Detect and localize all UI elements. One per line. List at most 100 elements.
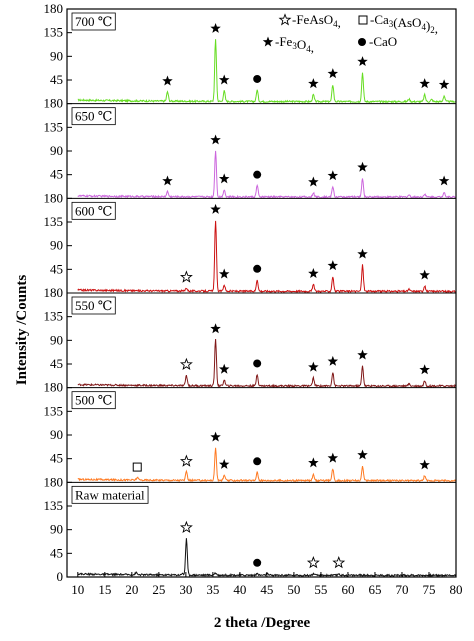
y-tick-label: 180 (44, 474, 64, 489)
series-label: 500 ℃ (75, 393, 112, 408)
phase-marker (419, 78, 430, 89)
y-tick-label: 45 (50, 261, 63, 276)
x-tick-label: 65 (368, 582, 381, 597)
y-tick-label: 135 (44, 403, 64, 418)
phase-marker (253, 457, 262, 466)
x-tick-label: 40 (233, 582, 246, 597)
phase-marker (218, 363, 230, 374)
phase-marker (438, 79, 450, 90)
series-label: 650 ℃ (75, 109, 112, 124)
series-label: 550 ℃ (75, 298, 112, 313)
phase-marker (308, 268, 319, 278)
phase-marker (179, 454, 193, 467)
y-tick-label: 90 (50, 332, 63, 347)
x-tick-label: 25 (152, 582, 165, 597)
phase-marker (179, 270, 193, 283)
y-tick-label: 90 (50, 143, 63, 158)
x-tick-label: 30 (179, 582, 192, 597)
x-tick-label: 80 (450, 582, 463, 597)
series-label-box (71, 201, 116, 220)
y-tick-label: 135 (44, 119, 64, 134)
legend-symbol (358, 15, 368, 25)
phase-marker (253, 359, 262, 368)
series-label: 700 ℃ (75, 14, 112, 29)
x-tick-label: 10 (71, 582, 84, 597)
y-tick-label: 90 (50, 427, 63, 442)
y-tick-label: 45 (50, 545, 63, 560)
series-label-box (71, 107, 116, 126)
y-tick-label: 90 (50, 48, 63, 63)
phase-marker (306, 556, 320, 569)
phase-marker (327, 355, 339, 366)
panel-0: 700 ℃ (71, 12, 456, 104)
y-tick-label: 45 (50, 167, 63, 182)
phase-marker (210, 134, 221, 145)
y-tick-label: 45 (50, 72, 63, 87)
phase-marker (218, 173, 230, 184)
phase-marker (308, 457, 319, 468)
y-tick-label: 90 (50, 522, 63, 537)
phase-marker (253, 264, 262, 273)
legend-symbol (358, 38, 366, 46)
legend-symbol (278, 13, 292, 26)
phase-marker (308, 361, 319, 372)
series-line (77, 39, 456, 104)
y-tick-label: 135 (44, 25, 64, 40)
plot-frame (66, 8, 457, 578)
phase-marker (218, 74, 230, 85)
phase-marker (357, 449, 368, 460)
phase-marker (357, 349, 368, 360)
phase-marker (419, 269, 430, 280)
phase-marker (132, 462, 142, 472)
y-tick-label: 135 (44, 498, 64, 513)
series-label: 600 ℃ (75, 203, 112, 218)
x-tick-label: 45 (260, 582, 273, 597)
x-tick-label: 35 (206, 582, 219, 597)
phase-marker (210, 203, 221, 214)
series-line (77, 220, 456, 294)
phase-marker (179, 520, 193, 534)
y-tick-label: 45 (50, 356, 63, 371)
x-tick-label: 15 (98, 582, 111, 597)
y-axis-label: Intensity /Counts (14, 275, 30, 386)
series-line (77, 338, 456, 389)
series-label-box (71, 391, 116, 410)
phase-marker (419, 459, 430, 470)
phase-marker (218, 458, 230, 469)
legend-label: -Ca3(AsO4)2, (370, 12, 438, 36)
phase-marker (162, 175, 173, 186)
phase-marker (357, 161, 368, 172)
phase-marker (357, 56, 368, 67)
series-label: Raw material (75, 487, 145, 502)
series-label-box (71, 12, 116, 31)
y-tick-label: 180 (44, 285, 64, 300)
y-tick-label: 180 (44, 96, 64, 111)
x-tick-label: 60 (341, 582, 354, 597)
phase-marker (332, 556, 346, 569)
phase-marker (253, 170, 262, 179)
x-axis-label: 2 theta /Degree (214, 615, 311, 631)
phase-marker (327, 260, 339, 271)
phase-marker (218, 268, 230, 279)
y-tick-label: 90 (50, 238, 63, 253)
series-label-box (71, 296, 116, 315)
y-tick-label: 135 (44, 214, 64, 229)
legend-label: -Fe3O4, (275, 34, 314, 55)
phase-marker (308, 78, 319, 89)
panel-5: Raw material (71, 485, 456, 578)
series-line (77, 447, 456, 483)
series-line (77, 538, 456, 578)
legend-label: -FeAsO4, (292, 12, 341, 30)
legend: -FeAsO4, -Ca3(AsO4)2, -Fe3O4, -CaO (262, 12, 438, 55)
x-tick-label: 20 (125, 582, 138, 597)
x-tick-label: 55 (314, 582, 327, 597)
panel-4: 500 ℃ (71, 391, 456, 483)
phase-marker (327, 68, 339, 79)
phase-marker (327, 452, 339, 463)
x-tick-label: 75 (422, 582, 435, 597)
phase-marker (327, 170, 339, 181)
phase-marker (179, 357, 193, 371)
phase-marker (162, 75, 173, 86)
series-label-box (71, 485, 149, 504)
